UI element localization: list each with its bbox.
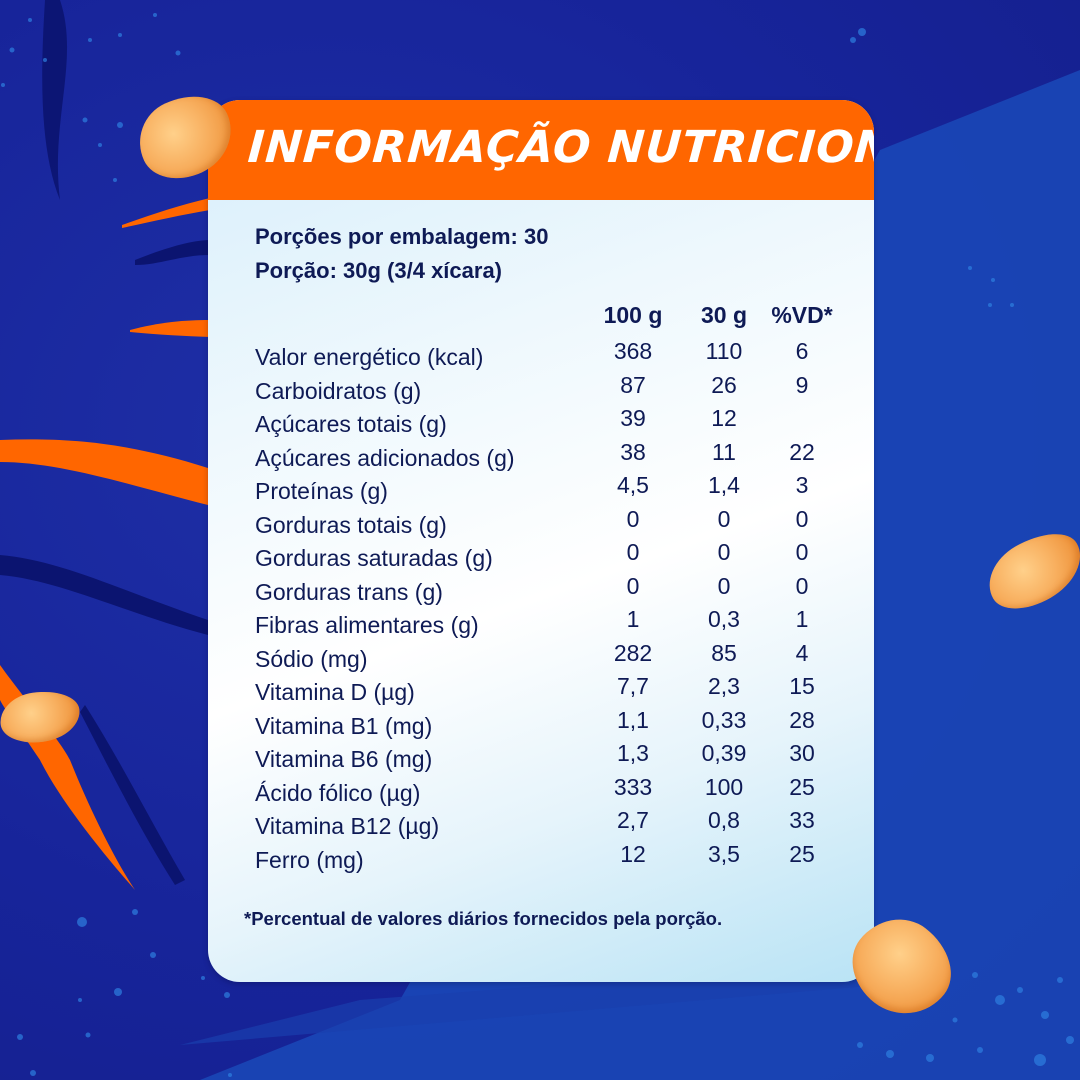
nutrient-label: Carboidratos (g) <box>255 377 422 404</box>
table-row: Sódio (mg) 282 85 4 <box>208 639 874 676</box>
table-row: Vitamina D (µg) 7,7 2,3 15 <box>208 673 874 709</box>
value-30g: 1,4 <box>708 472 740 498</box>
value-30g: 85 <box>711 639 737 666</box>
table-row: Açúcares totais (g) 39 12 <box>208 405 874 441</box>
column-header-100g: 100 g <box>603 302 663 328</box>
value-100g: 12 <box>620 840 646 867</box>
value-vd: 30 <box>789 740 815 766</box>
nutrient-label: Gorduras saturadas (g) <box>255 545 493 571</box>
column-header-vd: %VD* <box>771 302 833 328</box>
nutrient-label: Sódio (mg) <box>255 645 368 672</box>
value-vd: 4 <box>795 639 809 666</box>
value-100g: 2,7 <box>617 807 649 833</box>
nutrient-label: Vitamina B1 (mg) <box>255 712 433 739</box>
table-row: Gorduras saturadas (g) 0 0 0 <box>208 539 874 575</box>
nutrient-label: Açúcares adicionados (g) <box>255 444 515 471</box>
value-100g: 1 <box>626 606 640 632</box>
value-30g: 110 <box>705 338 743 364</box>
value-30g: 12 <box>711 405 737 431</box>
nutrient-label: Gorduras totais (g) <box>255 511 447 538</box>
value-30g: 2,3 <box>708 673 740 699</box>
value-30g: 100 <box>704 773 744 800</box>
value-100g: 333 <box>613 773 653 800</box>
nutrient-label: Vitamina B12 (µg) <box>255 813 440 839</box>
table-row: Gorduras trans (g) 0 0 0 <box>208 572 874 609</box>
value-30g: 0 <box>717 572 731 599</box>
value-30g: 0,8 <box>708 807 740 833</box>
value-30g: 0,3 <box>708 606 740 632</box>
value-vd: 3 <box>795 472 809 498</box>
value-100g: 38 <box>620 438 646 465</box>
value-100g: 282 <box>613 639 653 666</box>
nutrient-label: Ácido fólico (µg) <box>255 779 421 806</box>
table-row: Valor energético (kcal) 368 110 6 <box>208 338 874 374</box>
value-30g: 11 <box>712 438 736 465</box>
nutrient-label: Valor energético (kcal) <box>255 344 484 370</box>
serving-size: Porção: 30g (3/4 xícara) <box>255 258 503 283</box>
value-vd: 25 <box>789 840 815 867</box>
nutrient-label: Ferro (mg) <box>255 846 364 873</box>
value-100g: 4,5 <box>617 472 649 498</box>
footnote: *Percentual de valores diários fornecido… <box>244 908 723 929</box>
value-100g: 1,3 <box>617 740 649 766</box>
value-100g: 0 <box>626 539 640 565</box>
value-100g: 39 <box>620 405 646 431</box>
card-header: INFORMAÇÃO NUTRICIONAL <box>208 100 874 200</box>
value-100g: 87 <box>620 371 646 398</box>
value-30g: 0 <box>717 539 731 565</box>
value-30g: 0 <box>717 505 731 532</box>
nutrient-label: Açúcares totais (g) <box>255 411 447 437</box>
table-row: Proteínas (g) 4,5 1,4 3 <box>208 472 874 508</box>
nutrient-label: Gorduras trans (g) <box>255 578 443 605</box>
value-100g: 7,7 <box>617 673 649 699</box>
table-row: Açúcares adicionados (g) 38 11 22 <box>208 438 874 475</box>
table-row: Ferro (mg) 12 3,5 25 <box>208 840 874 877</box>
column-header-30g: 30 g <box>700 302 748 328</box>
value-30g: 3,5 <box>708 840 740 867</box>
value-vd: 0 <box>795 505 809 532</box>
value-100g: 0 <box>626 505 640 532</box>
value-vd: 6 <box>795 338 809 364</box>
table-row: Gorduras totais (g) 0 0 0 <box>208 505 874 542</box>
value-vd: 9 <box>795 371 809 398</box>
table-row: Vitamina B1 (mg) 1,1 0,33 28 <box>208 706 874 743</box>
value-vd: 0 <box>795 539 809 565</box>
table-row: Carboidratos (g) 87 26 9 <box>208 371 874 408</box>
value-vd: 33 <box>789 807 815 833</box>
table-row: Ácido fólico (µg) 333 100 25 <box>208 773 874 810</box>
table-row: Vitamina B6 (mg) 1,3 0,39 30 <box>208 740 874 776</box>
value-100g: 368 <box>613 338 653 364</box>
nutrient-label: Vitamina B6 (mg) <box>255 746 433 772</box>
value-30g: 26 <box>711 371 737 398</box>
nutrient-label: Proteínas (g) <box>255 478 388 504</box>
value-100g: 0 <box>626 572 640 599</box>
value-vd: 0 <box>795 572 809 599</box>
value-30g: 0,33 <box>701 706 747 733</box>
servings-per-package: Porções por embalagem: 30 <box>255 224 549 249</box>
value-vd: 25 <box>789 773 815 800</box>
value-100g: 1,1 <box>617 706 649 733</box>
value-vd: 22 <box>789 438 815 465</box>
nutrient-label: Fibras alimentares (g) <box>255 612 479 638</box>
table-row: Fibras alimentares (g) 1 0,3 1 <box>208 606 874 642</box>
table-row: Vitamina B12 (µg) 2,7 0,8 33 <box>208 807 874 843</box>
card-title: INFORMAÇÃO NUTRICIONAL <box>246 122 874 173</box>
value-vd: 15 <box>789 673 815 699</box>
nutrition-facts-card: INFORMAÇÃO NUTRICIONAL Porções por embal… <box>208 100 874 982</box>
value-vd: 1 <box>795 606 809 632</box>
value-vd: 28 <box>789 706 815 733</box>
value-30g: 0,39 <box>701 740 747 766</box>
nutrient-label: Vitamina D (µg) <box>255 679 415 705</box>
